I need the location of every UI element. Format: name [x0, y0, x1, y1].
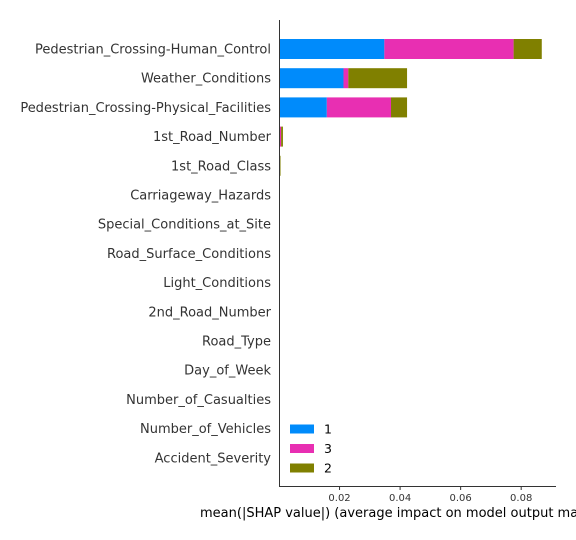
- category-label-day-of-week: Day_of_Week: [184, 364, 271, 379]
- category-label-number-of-vehicles: Number_of_Vehicles: [140, 422, 271, 437]
- x-ticks: 0.02 0.04 0.06 0.08: [328, 486, 532, 504]
- bar-pedestrian-crossing-human-control-class-3: [384, 39, 514, 59]
- bar-1st-road-number-class-2: [281, 126, 283, 147]
- legend-swatch-class-1: [290, 424, 314, 434]
- category-label-1st-road-class: 1st_Road_Class: [171, 159, 271, 174]
- category-label-road-surface-conditions: Road_Surface_Conditions: [107, 247, 271, 262]
- category-label-special-conditions-at-site: Special_Conditions_at_Site: [98, 218, 271, 233]
- category-label-accident-severity: Accident_Severity: [155, 451, 272, 466]
- bar-pedestrian-crossing-physical-facilities-class-2: [391, 97, 408, 118]
- bar-weather-conditions-class-1: [279, 68, 344, 89]
- legend-label-class-2: 2: [324, 461, 332, 476]
- category-label-pedestrian-crossing-physical-facilities: Pedestrian_Crossing-Physical_Facilities: [20, 101, 271, 116]
- bar-pedestrian-crossing-physical-facilities-class-1: [279, 97, 327, 118]
- bar-1st-road-number-class-3: [279, 126, 282, 147]
- x-tick-label: 0.04: [389, 493, 411, 504]
- bar-weather-conditions-class-3: [343, 68, 349, 89]
- bars: [279, 39, 542, 176]
- category-label-carriageway-hazards: Carriageway_Hazards: [130, 189, 271, 204]
- category-label-1st-road-number: 1st_Road_Number: [153, 130, 272, 145]
- category-labels: Pedestrian_Crossing-Human_Control Weather…: [20, 43, 271, 467]
- legend-label-class-3: 3: [324, 441, 332, 456]
- category-label-pedestrian-crossing-human-control: Pedestrian_Crossing-Human_Control: [35, 43, 271, 58]
- bar-pedestrian-crossing-human-control-class-1: [279, 39, 385, 59]
- x-axis-title: mean(|SHAP value|) (average impact on mo…: [200, 506, 576, 521]
- category-label-2nd-road-number: 2nd_Road_Number: [148, 305, 271, 320]
- bar-1st-road-class-class-2: [279, 155, 281, 176]
- legend-swatch-class-3: [290, 444, 314, 453]
- x-tick-label: 0.02: [328, 493, 350, 504]
- legend: 1 3 2: [290, 422, 332, 476]
- category-label-weather-conditions: Weather_Conditions: [141, 72, 271, 87]
- category-label-number-of-casualties: Number_of_Casualties: [126, 393, 271, 408]
- x-tick-label: 0.08: [510, 493, 532, 504]
- legend-label-class-1: 1: [324, 422, 332, 437]
- category-label-light-conditions: Light_Conditions: [163, 276, 271, 291]
- category-label-road-type: Road_Type: [202, 335, 271, 350]
- x-tick-label: 0.06: [450, 493, 472, 504]
- axes: [279, 20, 556, 487]
- bar-pedestrian-crossing-human-control-class-2: [513, 39, 542, 59]
- bar-pedestrian-crossing-physical-facilities-class-3: [326, 97, 392, 118]
- legend-swatch-class-2: [290, 463, 314, 473]
- bar-weather-conditions-class-2: [348, 68, 408, 89]
